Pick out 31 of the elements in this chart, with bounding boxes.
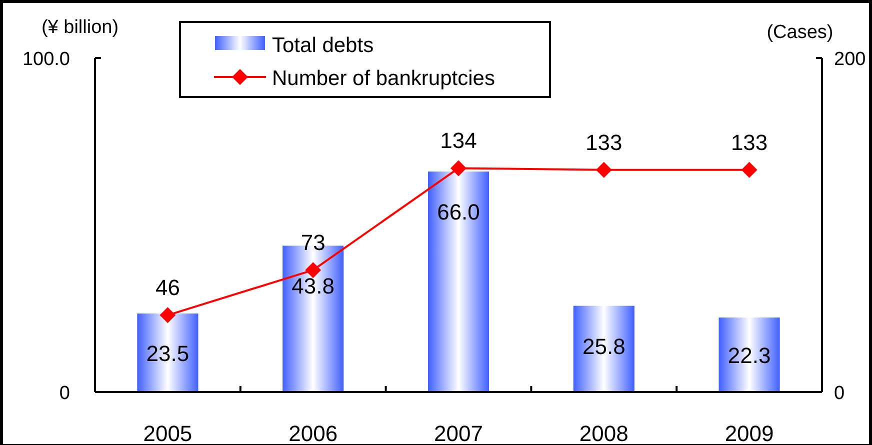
bar: [573, 306, 634, 392]
y2-axis-title: (Cases): [766, 22, 834, 43]
data-label: 46: [155, 275, 180, 300]
y2-tick-label: 200: [834, 49, 866, 70]
data-label: 25.8: [582, 334, 626, 359]
x-tick-label: 2007: [434, 421, 483, 445]
point: [305, 262, 322, 278]
data-label: 43.8: [292, 274, 335, 299]
point: [596, 162, 612, 178]
x-tick-label: 2006: [288, 421, 338, 445]
legend-label: Total debts: [272, 34, 374, 57]
x-tick-label: 2009: [724, 421, 774, 445]
data-label: 134: [440, 128, 477, 154]
bar: [137, 314, 198, 392]
data-label: 133: [586, 130, 622, 155]
bar: [428, 172, 490, 392]
point: [450, 160, 466, 176]
data-label: 22.3: [728, 342, 771, 368]
point: [160, 307, 176, 324]
data-label: 133: [730, 130, 768, 155]
data-label: 66.0: [437, 200, 480, 225]
y-tick-label: 100.0: [22, 49, 70, 70]
legend-label: Number of bankruptcies: [272, 67, 495, 90]
x-tick-label: 2005: [143, 421, 192, 445]
y-axis-title: (¥ billion): [41, 17, 119, 38]
point: [741, 162, 758, 178]
x-tick-label: 2008: [579, 421, 628, 445]
data-label: 73: [300, 230, 326, 256]
y2-tick-label: 0: [834, 383, 845, 404]
data-label: 23.5: [146, 340, 190, 366]
bar: [718, 318, 780, 392]
